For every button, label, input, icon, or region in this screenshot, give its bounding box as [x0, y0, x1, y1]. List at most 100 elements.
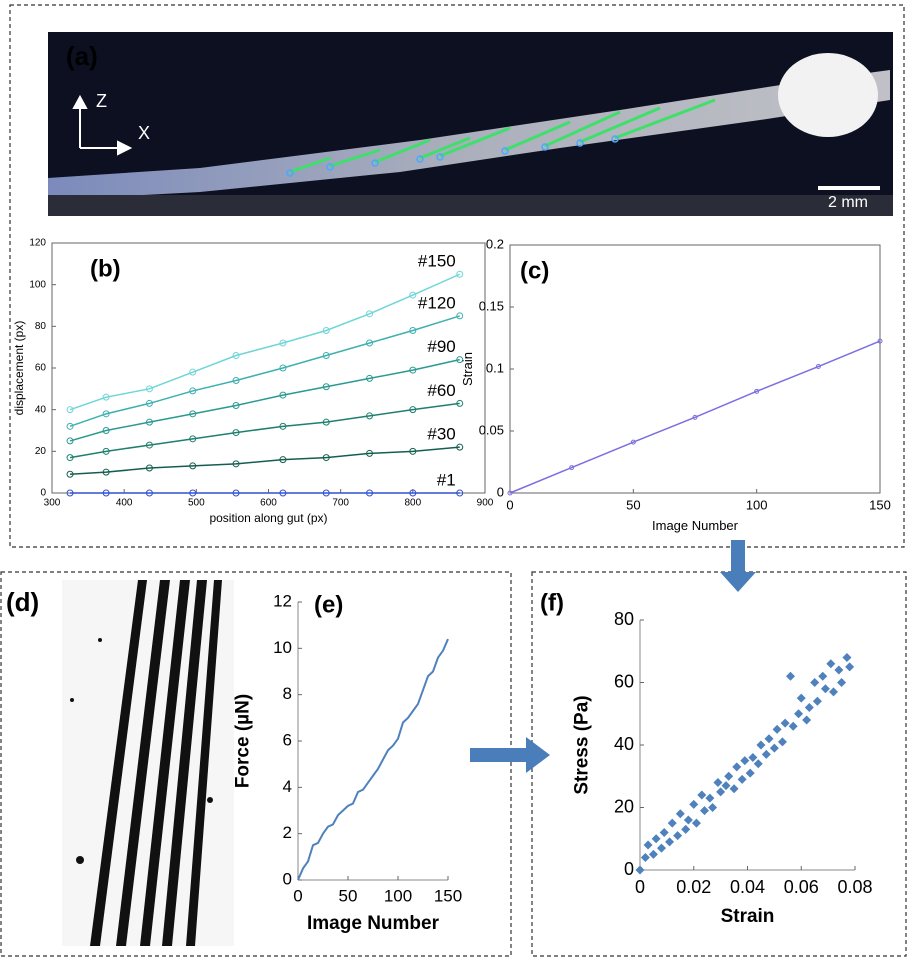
- point: [145, 464, 153, 472]
- point: [818, 671, 828, 681]
- point: [507, 490, 513, 496]
- point: [279, 391, 287, 399]
- point: [66, 437, 74, 445]
- point: [279, 364, 287, 372]
- point: [764, 734, 774, 744]
- x-axis-label: position along gut (px): [209, 511, 327, 525]
- y-axis-label: Strain: [460, 352, 475, 386]
- point: [322, 383, 330, 391]
- point: [842, 653, 852, 662]
- y-tick-label: 0.2: [486, 236, 504, 251]
- point: [189, 462, 197, 470]
- point: [102, 489, 110, 497]
- point: [366, 310, 374, 318]
- point: [708, 803, 718, 812]
- point: [716, 787, 726, 797]
- y-tick-label: 0: [283, 869, 292, 888]
- point: [697, 790, 707, 800]
- point: [761, 749, 771, 759]
- point: [748, 753, 758, 762]
- point: [102, 393, 110, 401]
- series-label: #120: [418, 293, 456, 312]
- x-tick-label: 150: [869, 497, 891, 512]
- point: [322, 327, 330, 334]
- point: [754, 388, 760, 394]
- point: [66, 406, 74, 414]
- point: [777, 737, 787, 747]
- point: [366, 339, 374, 347]
- point: [189, 435, 197, 443]
- x-tick-label: 150: [434, 886, 462, 905]
- point: [409, 489, 417, 497]
- y-axis-label: displacement (px): [12, 321, 26, 416]
- x-tick-label: 0.08: [837, 877, 872, 897]
- y-tick-label: 120: [29, 238, 46, 249]
- panel-label: (a): [66, 41, 98, 71]
- point: [820, 684, 830, 694]
- x-tick-label: 800: [404, 498, 421, 509]
- plot-frame: [509, 244, 881, 494]
- point: [409, 291, 417, 299]
- point: [279, 422, 287, 430]
- point: [705, 793, 715, 803]
- point: [279, 456, 287, 464]
- point: [66, 454, 74, 462]
- point: [322, 489, 330, 497]
- point: [366, 374, 374, 382]
- panel-label: (d): [6, 587, 39, 617]
- point: [409, 406, 417, 414]
- x-tick-label: 0.04: [730, 877, 765, 897]
- point: [651, 834, 661, 844]
- point: [689, 799, 699, 809]
- y-tick-label: 12: [273, 591, 292, 610]
- point: [366, 489, 374, 497]
- point: [788, 721, 798, 731]
- point: [640, 853, 650, 862]
- point: [643, 840, 653, 850]
- point: [673, 831, 683, 841]
- point: [456, 443, 464, 451]
- x-axis-label: Strain: [721, 906, 775, 927]
- x-tick-label: 700: [332, 498, 349, 509]
- point: [665, 837, 675, 847]
- y-tick-label: 4: [283, 777, 292, 796]
- point: [232, 429, 240, 437]
- panel-d-image: [62, 580, 234, 946]
- point: [232, 377, 240, 384]
- point: [456, 270, 464, 278]
- series-label: #30: [427, 425, 455, 444]
- y-tick-label: 80: [614, 609, 634, 629]
- point: [189, 410, 197, 418]
- point: [366, 412, 374, 420]
- point: [456, 356, 464, 364]
- point: [877, 338, 883, 344]
- scale-bar-label: 2 mm: [828, 194, 868, 211]
- y-tick-label: 20: [614, 796, 634, 816]
- point: [834, 665, 844, 675]
- y-tick-label: 40: [35, 404, 47, 415]
- point: [630, 439, 636, 445]
- x-tick-label: 500: [188, 498, 205, 509]
- point: [756, 740, 766, 750]
- point: [102, 427, 110, 434]
- y-tick-label: 60: [35, 363, 47, 374]
- x-tick-label: 100: [384, 886, 412, 905]
- chart-title: (c): [520, 257, 549, 284]
- point: [189, 368, 197, 376]
- point: [648, 849, 658, 859]
- y-tick-label: 60: [614, 671, 634, 691]
- y-tick-label: 20: [35, 446, 47, 457]
- x-tick-label: 300: [44, 498, 61, 509]
- y-tick-label: 0.05: [479, 422, 504, 437]
- point: [786, 671, 795, 681]
- point: [724, 771, 734, 781]
- frame-bottom-left: [0, 571, 512, 957]
- series-line: [297, 638, 449, 881]
- x-axis-label: Image Number: [307, 913, 440, 934]
- arrows: [470, 540, 756, 773]
- point: [732, 762, 742, 772]
- y-tick-label: 0.15: [479, 298, 504, 313]
- point: [729, 784, 739, 794]
- point: [409, 327, 417, 334]
- x-tick-label: 0: [635, 877, 645, 897]
